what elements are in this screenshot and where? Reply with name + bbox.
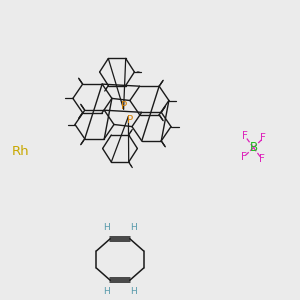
Text: P: P (122, 100, 128, 111)
Text: H: H (130, 223, 137, 232)
Text: F: F (260, 133, 266, 143)
Text: H: H (103, 223, 110, 232)
Text: F: F (242, 131, 248, 141)
Text: P: P (127, 115, 133, 125)
Text: H: H (103, 287, 110, 296)
Text: F: F (259, 154, 265, 164)
Text: Rh: Rh (12, 145, 30, 158)
Text: H: H (130, 287, 137, 296)
Text: F: F (241, 152, 247, 162)
Text: B: B (249, 141, 258, 154)
